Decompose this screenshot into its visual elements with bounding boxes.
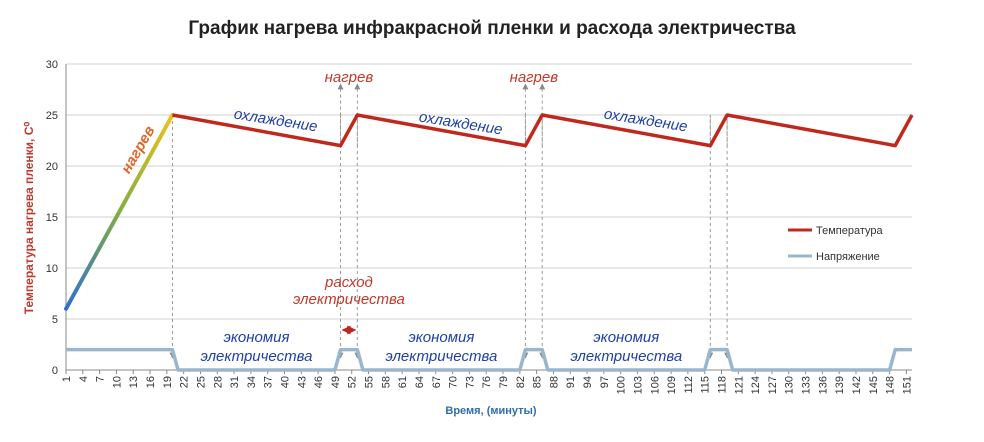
x-tick-label: 64 xyxy=(414,376,426,388)
y-tick-label: 20 xyxy=(46,161,58,173)
x-tick-label: 70 xyxy=(448,376,460,388)
x-tick-label: 22 xyxy=(179,376,191,388)
annotation-cooling: охлаждение xyxy=(603,106,689,136)
x-tick-label: 55 xyxy=(364,376,376,388)
x-tick-label: 19 xyxy=(162,376,174,388)
x-tick-label: 109 xyxy=(666,376,678,394)
y-tick-label: 10 xyxy=(46,263,58,275)
x-tick-label: 28 xyxy=(212,376,224,388)
x-tick-label: 58 xyxy=(380,376,392,388)
annotation-economy-left: электричества xyxy=(201,348,313,365)
x-axis-ticks: 1 4 7 10 13 16 19 22 25 28 31 34 37 40 43 46 49 52 55 58 61 6… xyxy=(61,370,913,394)
annotation-consumption: электричества xyxy=(293,291,405,308)
x-tick-label: 76 xyxy=(481,376,493,388)
x-tick-label: 115 xyxy=(700,376,712,394)
x-tick-label: 34 xyxy=(246,376,258,388)
series-line-voltage xyxy=(66,347,912,372)
x-tick-label: 10 xyxy=(111,376,123,388)
y-axis-label: Температура нагрева пленки, С⁰ xyxy=(22,122,36,315)
x-tick-label: 85 xyxy=(532,376,544,388)
x-tick-label: 37 xyxy=(263,376,275,388)
x-tick-label: 67 xyxy=(431,376,443,388)
y-tick-label: 25 xyxy=(46,110,58,122)
x-tick-label: 82 xyxy=(515,376,527,388)
x-tick-label: 7 xyxy=(95,376,107,382)
x-tick-label: 130 xyxy=(784,376,796,394)
x-tick-label: 118 xyxy=(717,376,729,394)
x-tick-label: 112 xyxy=(683,376,695,394)
x-tick-label: 4 xyxy=(78,376,90,382)
legend: Температура Напряжение xyxy=(788,225,884,263)
x-tick-label: 103 xyxy=(632,376,644,394)
annotation-consumption: расход xyxy=(324,274,373,291)
x-tick-label: 133 xyxy=(801,376,813,394)
x-tick-label: 124 xyxy=(750,376,762,394)
x-tick-label: 151 xyxy=(901,376,913,394)
x-tick-label: 61 xyxy=(397,376,409,388)
series-group xyxy=(64,113,914,372)
x-tick-label: 79 xyxy=(498,376,510,388)
x-tick-label: 91 xyxy=(565,376,577,388)
x-tick-label: 43 xyxy=(296,376,308,388)
x-tick-label: 139 xyxy=(834,376,846,394)
x-tick-label: 31 xyxy=(229,376,241,388)
annotation-economy-mid: электричества xyxy=(385,348,497,365)
annotation-economy-left: экономия xyxy=(223,329,289,346)
y-tick-label: 0 xyxy=(52,365,58,377)
legend-label-temperature: Температура xyxy=(816,225,884,237)
x-tick-label: 40 xyxy=(280,376,292,388)
x-tick-label: 49 xyxy=(330,376,342,388)
x-tick-label: 145 xyxy=(868,376,880,394)
y-tick-label: 5 xyxy=(52,314,58,326)
annotation-heat: нагрев xyxy=(325,69,374,86)
annotation-economy-right: экономия xyxy=(593,329,659,346)
x-tick-label: 136 xyxy=(817,376,829,394)
x-tick-label: 25 xyxy=(195,376,207,388)
x-tick-label: 97 xyxy=(599,376,611,388)
x-tick-label: 73 xyxy=(464,376,476,388)
grid-lines xyxy=(65,63,912,371)
annotation-heat: нагрев xyxy=(510,69,559,86)
annotation-economy-right: электричества xyxy=(570,348,682,365)
x-tick-label: 46 xyxy=(313,376,325,388)
annotation-cooling: охлаждение xyxy=(233,106,319,136)
x-tick-label: 13 xyxy=(128,376,140,388)
series-segment-heatup xyxy=(64,113,175,311)
legend-label-voltage: Напряжение xyxy=(816,251,880,263)
y-tick-label: 30 xyxy=(46,59,58,71)
x-tick-label: 148 xyxy=(885,376,897,394)
x-tick-label: 106 xyxy=(649,376,661,394)
x-tick-label: 16 xyxy=(145,376,157,388)
x-tick-label: 88 xyxy=(548,376,560,388)
x-tick-label: 52 xyxy=(347,376,359,388)
series-line-temperature xyxy=(172,113,914,148)
x-tick-label: 1 xyxy=(61,376,73,382)
chart-title: График нагрева инфракрасной пленки и рас… xyxy=(188,18,796,39)
y-axis-ticks: 0 5 10 15 20 25 30 xyxy=(46,59,58,377)
x-tick-label: 127 xyxy=(767,376,779,394)
x-tick-label: 142 xyxy=(851,376,863,394)
x-tick-label: 121 xyxy=(733,376,745,394)
x-tick-label: 100 xyxy=(616,376,628,394)
y-tick-label: 15 xyxy=(46,212,58,224)
x-tick-label: 94 xyxy=(582,376,594,388)
annotation-economy-mid: экономия xyxy=(408,329,474,346)
x-axis-label: Время, (минуты) xyxy=(445,405,537,417)
